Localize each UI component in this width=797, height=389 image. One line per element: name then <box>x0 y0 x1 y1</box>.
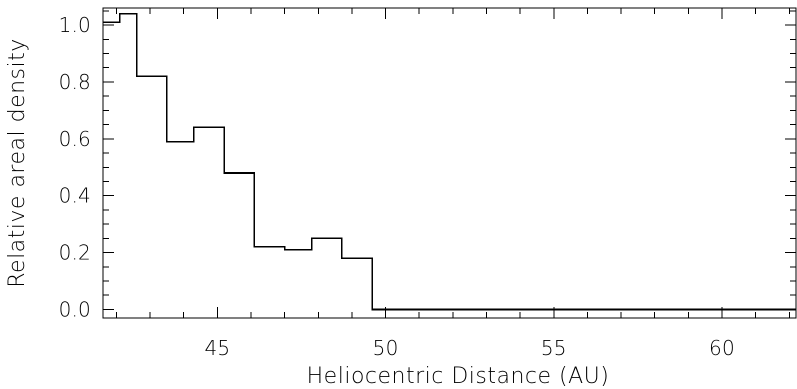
x-tick-label: 50 <box>373 336 399 360</box>
x-axis-label: Heliocentric Distance (AU) <box>307 364 610 389</box>
density-step-line <box>103 12 796 311</box>
y-tick-label: 0.4 <box>59 184 91 208</box>
x-tick-label: 55 <box>541 336 567 360</box>
histogram-layer <box>103 12 796 311</box>
y-axis-label: Relative areal density <box>5 38 30 288</box>
y-tick-label: 1.0 <box>59 13 91 37</box>
y-tick-label: 0.2 <box>59 241 91 265</box>
x-tick-label: 60 <box>709 336 735 360</box>
plot-frame-layer <box>102 7 797 319</box>
y-tick-label: 0.0 <box>59 297 91 321</box>
y-tick-label: 0.6 <box>59 127 91 151</box>
tick-label-layer: 45 50 55 60 0.0 0.2 0.4 0.6 0.8 1.0 <box>59 13 735 360</box>
y-tick-label: 0.8 <box>59 70 91 94</box>
plot-frame <box>102 7 797 319</box>
tick-layer <box>103 8 796 318</box>
x-tick-label: 45 <box>204 336 230 360</box>
